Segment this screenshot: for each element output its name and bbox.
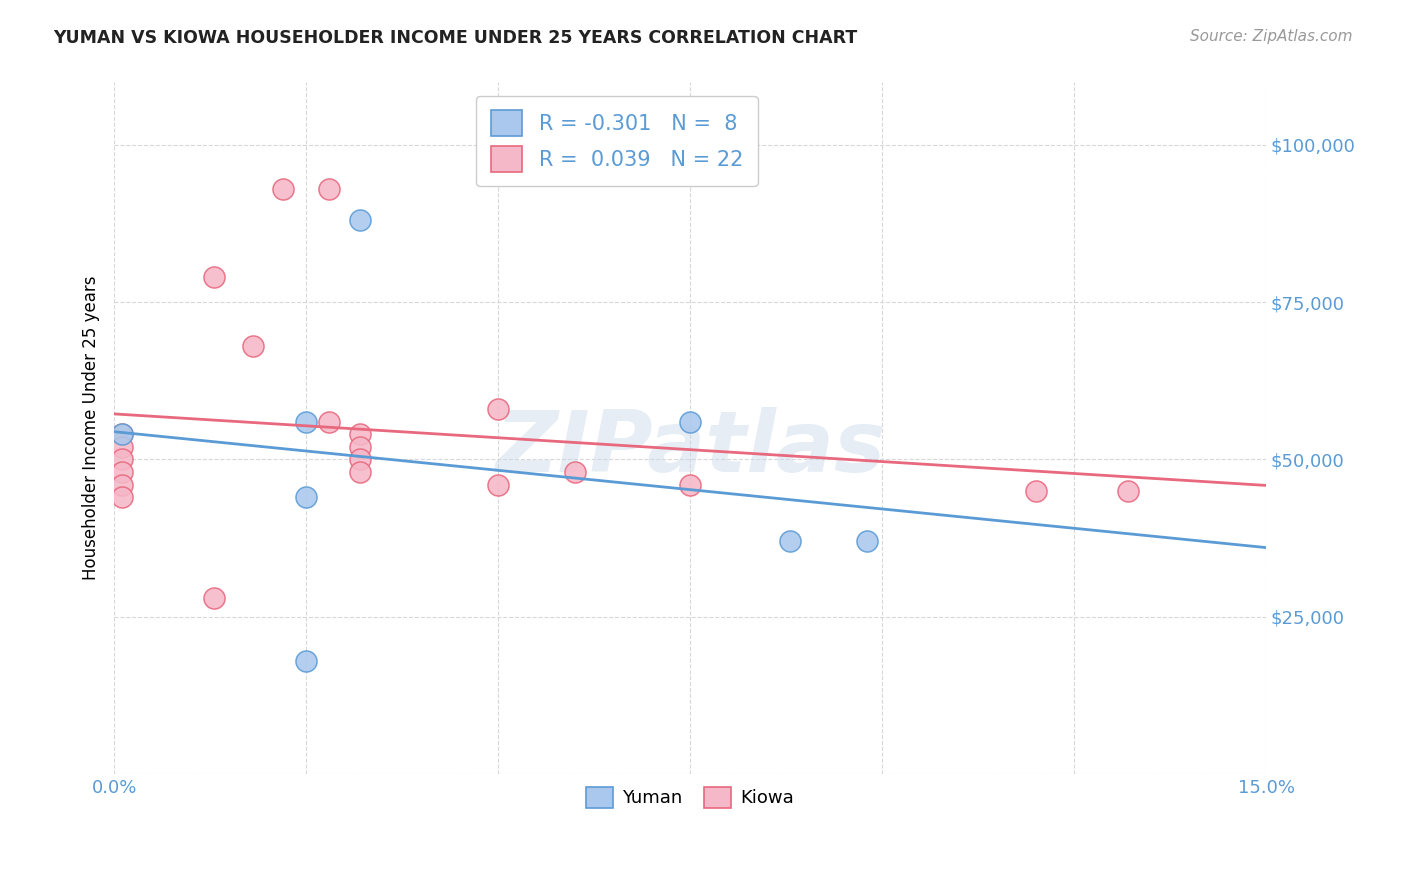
- Point: [242, 339, 264, 353]
- Point: [349, 213, 371, 227]
- Point: [679, 477, 702, 491]
- Y-axis label: Householder Income Under 25 years: Householder Income Under 25 years: [83, 276, 100, 581]
- Point: [779, 534, 801, 549]
- Point: [111, 477, 134, 491]
- Point: [486, 402, 509, 417]
- Point: [564, 465, 586, 479]
- Point: [318, 182, 340, 196]
- Point: [349, 440, 371, 454]
- Text: ZIPatlas: ZIPatlas: [495, 408, 886, 491]
- Legend: Yuman, Kiowa: Yuman, Kiowa: [579, 780, 801, 815]
- Point: [318, 415, 340, 429]
- Point: [111, 490, 134, 504]
- Point: [679, 415, 702, 429]
- Point: [295, 490, 318, 504]
- Point: [486, 477, 509, 491]
- Point: [202, 591, 225, 605]
- Point: [111, 427, 134, 442]
- Point: [111, 452, 134, 467]
- Point: [111, 427, 134, 442]
- Point: [111, 465, 134, 479]
- Text: YUMAN VS KIOWA HOUSEHOLDER INCOME UNDER 25 YEARS CORRELATION CHART: YUMAN VS KIOWA HOUSEHOLDER INCOME UNDER …: [53, 29, 858, 47]
- Point: [295, 654, 318, 668]
- Point: [856, 534, 879, 549]
- Point: [1116, 483, 1139, 498]
- Point: [349, 465, 371, 479]
- Point: [349, 452, 371, 467]
- Text: Source: ZipAtlas.com: Source: ZipAtlas.com: [1189, 29, 1353, 45]
- Point: [271, 182, 294, 196]
- Point: [111, 440, 134, 454]
- Point: [202, 270, 225, 285]
- Point: [1025, 483, 1047, 498]
- Point: [349, 427, 371, 442]
- Point: [295, 415, 318, 429]
